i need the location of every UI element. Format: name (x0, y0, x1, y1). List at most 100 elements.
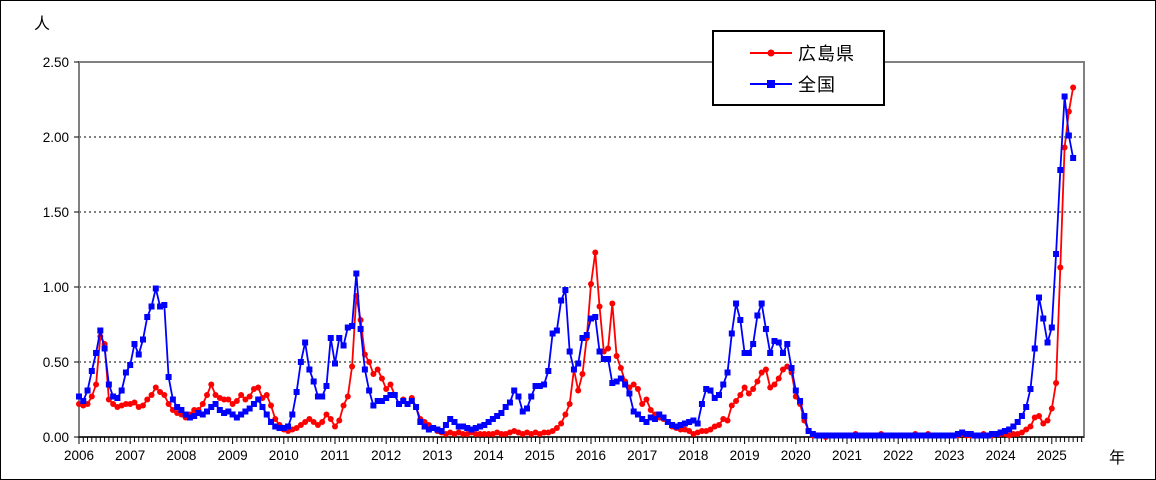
data-point (878, 432, 885, 439)
data-point (920, 432, 927, 439)
data-point (575, 387, 582, 394)
data-point (954, 431, 961, 437)
data-point (788, 365, 795, 371)
data-point (805, 428, 812, 434)
data-point (1031, 345, 1038, 352)
data-point (664, 419, 671, 425)
data-point (959, 429, 966, 436)
data-point (246, 405, 253, 412)
data-point (873, 432, 880, 439)
data-point (1070, 155, 1077, 161)
data-point (775, 375, 782, 382)
data-point (289, 411, 296, 418)
data-point (204, 408, 210, 415)
data-point (771, 338, 778, 344)
data-point (993, 431, 1000, 437)
data-point (1044, 339, 1051, 346)
data-point (1001, 428, 1008, 434)
data-point (413, 404, 420, 410)
data-point (212, 392, 219, 398)
data-point (771, 381, 778, 388)
data-point (852, 432, 859, 439)
data-point (229, 411, 236, 418)
data-point (404, 401, 411, 407)
data-point (1070, 84, 1077, 91)
data-point (545, 368, 552, 374)
data-point (430, 425, 437, 431)
x-tick-label: 2011 (320, 448, 349, 463)
data-point (1036, 294, 1042, 301)
data-point (498, 431, 505, 437)
data-point (323, 411, 330, 418)
x-tick-label: 2007 (115, 448, 145, 463)
data-point (255, 396, 262, 403)
data-point (698, 428, 705, 434)
data-point (378, 375, 385, 382)
data-point (319, 393, 326, 400)
data-point (839, 432, 846, 439)
data-point (110, 393, 117, 400)
data-point (506, 399, 513, 406)
data-point (890, 432, 897, 439)
data-point (869, 432, 876, 439)
data-point (370, 371, 377, 377)
data-point (942, 432, 949, 439)
data-point (1044, 417, 1051, 424)
series-hiroshima (76, 84, 1077, 440)
data-point (195, 410, 202, 416)
data-point (519, 408, 526, 415)
data-point (349, 363, 356, 370)
data-point (558, 420, 565, 427)
data-point (541, 381, 548, 388)
series-zenkoku (76, 93, 1077, 439)
data-point (144, 314, 151, 320)
x-tick-label: 2022 (883, 448, 913, 463)
data-point (340, 342, 347, 349)
data-point (562, 411, 569, 418)
data-point (1040, 315, 1047, 322)
data-point (703, 386, 710, 392)
data-point (643, 419, 650, 425)
data-point (327, 416, 334, 422)
data-point (122, 401, 129, 407)
data-point (767, 350, 774, 356)
data-point (174, 404, 181, 410)
x-tick-label: 2018 (678, 448, 708, 463)
data-point (511, 387, 518, 394)
y-tick-label: 1.50 (43, 205, 69, 220)
x-tick-label: 2025 (1037, 448, 1067, 463)
data-point (144, 396, 151, 403)
data-point (263, 411, 270, 418)
data-point (366, 387, 373, 394)
data-point (451, 419, 458, 425)
data-point (344, 393, 351, 400)
data-point (976, 432, 983, 439)
data-point (801, 413, 808, 419)
data-point (844, 432, 850, 439)
data-point (208, 381, 215, 388)
data-point (408, 398, 415, 404)
data-point (105, 381, 112, 388)
data-point (366, 359, 373, 365)
y-tick-label: 0.00 (43, 430, 69, 445)
data-point (468, 426, 475, 433)
data-point (1057, 167, 1064, 173)
data-point (515, 393, 522, 400)
data-point (221, 396, 228, 403)
data-point (588, 315, 594, 322)
data-point (566, 401, 573, 407)
data-point (161, 392, 168, 398)
data-point (754, 312, 761, 319)
data-point (613, 378, 620, 385)
data-point (349, 323, 356, 329)
data-point (767, 384, 774, 391)
data-point (1023, 426, 1030, 433)
data-point (669, 422, 676, 428)
legend-label-zenkoku: 全国 (798, 74, 836, 95)
circle-marker-icon (767, 49, 775, 56)
data-point (797, 398, 804, 404)
data-point (336, 417, 343, 424)
data-point (886, 432, 893, 439)
data-point (263, 392, 270, 398)
